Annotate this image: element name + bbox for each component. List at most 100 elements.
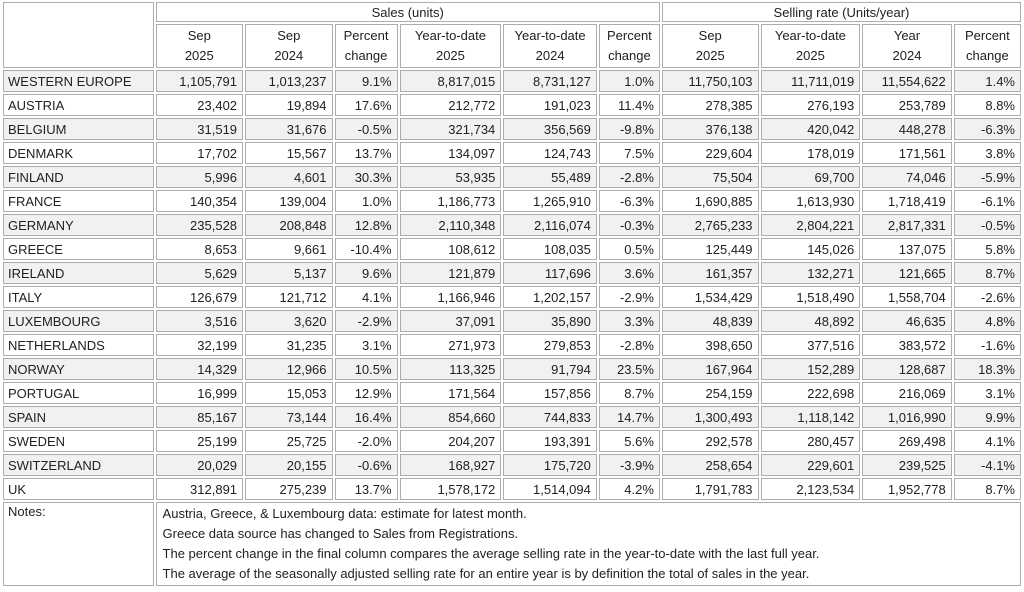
value-cell: 8.8% — [953, 94, 1021, 116]
table-row: AUSTRIA 23,402 19,894 17.6% 212,772 191,023 11… — [3, 94, 1021, 116]
value-cell: 171,561 — [862, 142, 952, 164]
value-cell: -2.6% — [953, 286, 1021, 308]
value-cell: 14,329 — [155, 358, 244, 380]
group-header-row: Sales (units) Selling rate (Units/year) — [3, 2, 1021, 68]
value-cell: 744,833 — [503, 406, 597, 428]
value-cell: 1,166,946 — [399, 286, 502, 308]
value-cell: 191,023 — [503, 94, 597, 116]
value-cell: 75,504 — [661, 166, 759, 188]
column-header: Sep 2025 — [155, 24, 244, 68]
country-cell: NETHERLANDS — [3, 334, 154, 356]
country-cell: FINLAND — [3, 166, 154, 188]
value-cell: 139,004 — [245, 190, 333, 212]
value-cell: 25,725 — [245, 430, 333, 452]
value-cell: 16,999 — [155, 382, 244, 404]
value-cell: -0.5% — [953, 214, 1021, 236]
value-cell: 11.4% — [598, 94, 660, 116]
table-row: PORTUGAL 16,999 15,053 12.9% 171,564 157,856 8… — [3, 382, 1021, 404]
column-header: Year-to-date 2025 — [399, 24, 502, 68]
value-cell: 126,679 — [155, 286, 244, 308]
value-cell: -3.9% — [598, 454, 660, 476]
value-cell: 420,042 — [760, 118, 861, 140]
country-cell: SWEDEN — [3, 430, 154, 452]
value-cell: 145,026 — [760, 238, 861, 260]
value-cell: 35,890 — [503, 310, 597, 332]
table-row: SWITZERLAND 20,029 20,155 -0.6% 168,927 175,7… — [3, 454, 1021, 476]
value-cell: 1,105,791 — [155, 70, 244, 92]
value-cell: 229,604 — [661, 142, 759, 164]
value-cell: 377,516 — [760, 334, 861, 356]
value-cell: 17,702 — [155, 142, 244, 164]
value-cell: 91,794 — [503, 358, 597, 380]
value-cell: 269,498 — [862, 430, 952, 452]
country-cell: GERMANY — [3, 214, 154, 236]
value-cell: 1,534,429 — [661, 286, 759, 308]
table-row: SWEDEN 25,199 25,725 -2.0% 204,207 193,391 5.6… — [3, 430, 1021, 452]
value-cell: 278,385 — [661, 94, 759, 116]
value-cell: 1,013,237 — [245, 70, 333, 92]
value-cell: 69,700 — [760, 166, 861, 188]
value-cell: 280,457 — [760, 430, 861, 452]
value-cell: 46,635 — [862, 310, 952, 332]
value-cell: 292,578 — [661, 430, 759, 452]
value-cell: 32,199 — [155, 334, 244, 356]
column-header: Year-to-date 2025 — [760, 24, 861, 68]
column-header: Percent change — [334, 24, 398, 68]
table-body: WESTERN EUROPE 1,105,791 1,013,237 9.1% 8,81… — [3, 70, 1021, 500]
value-cell: 167,964 — [661, 358, 759, 380]
value-cell: -4.1% — [953, 454, 1021, 476]
value-cell: 9.9% — [953, 406, 1021, 428]
table-row: GREECE 8,653 9,661 -10.4% 108,612 108,035 0.5%… — [3, 238, 1021, 260]
value-cell: 157,856 — [503, 382, 597, 404]
value-cell: 1,791,783 — [661, 478, 759, 500]
country-cell: UK — [3, 478, 154, 500]
column-header: Year-to-date 2024 — [503, 24, 597, 68]
value-cell: 321,734 — [399, 118, 502, 140]
value-cell: 125,449 — [661, 238, 759, 260]
country-cell: PORTUGAL — [3, 382, 154, 404]
value-cell: 19,894 — [245, 94, 333, 116]
table-row: NETHERLANDS 32,199 31,235 3.1% 271,973 279,85… — [3, 334, 1021, 356]
value-cell: -2.8% — [598, 334, 660, 356]
value-cell: 3.3% — [598, 310, 660, 332]
value-cell: 16.4% — [334, 406, 398, 428]
country-cell: NORWAY — [3, 358, 154, 380]
value-cell: -0.6% — [334, 454, 398, 476]
column-header: Percent change — [953, 24, 1021, 68]
value-cell: 2,817,331 — [862, 214, 952, 236]
value-cell: 271,973 — [399, 334, 502, 356]
value-cell: 5,996 — [155, 166, 244, 188]
value-cell: 13.7% — [334, 142, 398, 164]
table-row: GERMANY 235,528 208,848 12.8% 2,110,348 2,116… — [3, 214, 1021, 236]
value-cell: 13.7% — [334, 478, 398, 500]
value-cell: 1,558,704 — [862, 286, 952, 308]
value-cell: 168,927 — [399, 454, 502, 476]
value-cell: 12.8% — [334, 214, 398, 236]
value-cell: 15,567 — [245, 142, 333, 164]
value-cell: 18.3% — [953, 358, 1021, 380]
value-cell: 5,629 — [155, 262, 244, 284]
value-cell: 4.2% — [598, 478, 660, 500]
value-cell: 1,613,930 — [760, 190, 861, 212]
note-line: Greece data source has changed to Sales … — [162, 526, 519, 541]
value-cell: 216,069 — [862, 382, 952, 404]
table-row: FRANCE 140,354 139,004 1.0% 1,186,773 1,265,9… — [3, 190, 1021, 212]
value-cell: 1,265,910 — [503, 190, 597, 212]
value-cell: 204,207 — [399, 430, 502, 452]
country-cell: IRELAND — [3, 262, 154, 284]
corner-cell — [3, 2, 154, 68]
value-cell: 31,235 — [245, 334, 333, 356]
value-cell: 152,289 — [760, 358, 861, 380]
value-cell: 17.6% — [334, 94, 398, 116]
value-cell: 20,029 — [155, 454, 244, 476]
group-header-sales: Sales (units) — [155, 2, 660, 22]
value-cell: 279,853 — [503, 334, 597, 356]
value-cell: 1,690,885 — [661, 190, 759, 212]
column-header-row: Sep 2025 Sep 2024 Percent change Year-to-date 2… — [3, 24, 1021, 68]
value-cell: -0.5% — [334, 118, 398, 140]
value-cell: 74,046 — [862, 166, 952, 188]
value-cell: -2.8% — [598, 166, 660, 188]
value-cell: 113,325 — [399, 358, 502, 380]
value-cell: 55,489 — [503, 166, 597, 188]
